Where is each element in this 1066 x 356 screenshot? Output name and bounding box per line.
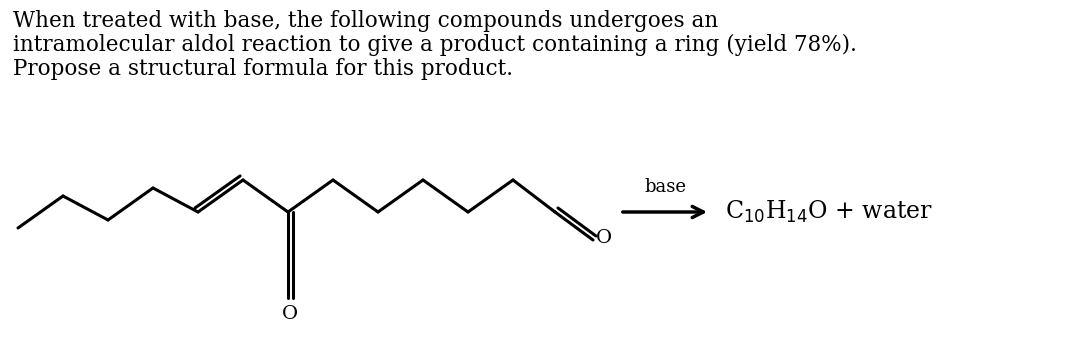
Text: O: O [281, 305, 298, 323]
Text: intramolecular aldol reaction to give a product containing a ring (yield 78%).: intramolecular aldol reaction to give a … [13, 34, 857, 56]
Text: When treated with base, the following compounds undergoes an: When treated with base, the following co… [13, 10, 718, 32]
Text: O: O [596, 229, 612, 247]
Text: Propose a structural formula for this product.: Propose a structural formula for this pr… [13, 58, 513, 80]
Text: base: base [644, 178, 687, 196]
Text: C$_{10}$H$_{14}$O + water: C$_{10}$H$_{14}$O + water [725, 199, 933, 225]
